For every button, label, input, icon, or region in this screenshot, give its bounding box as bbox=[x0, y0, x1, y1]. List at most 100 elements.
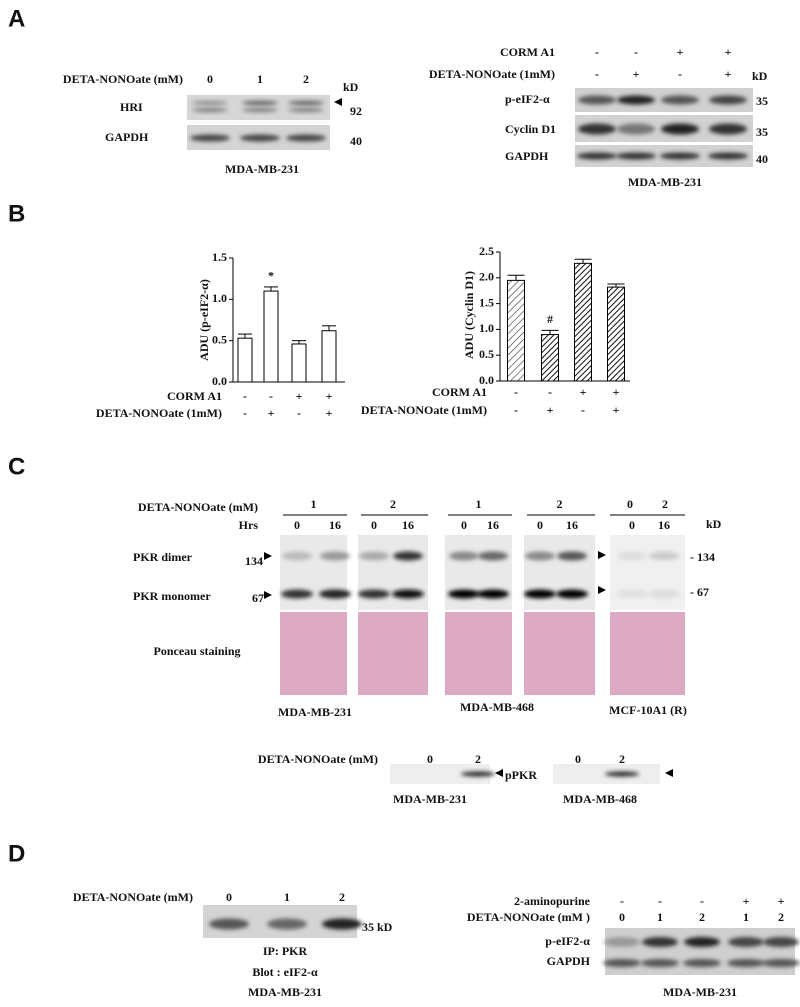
blot bbox=[524, 535, 595, 610]
blot-band bbox=[577, 152, 617, 160]
blot-band bbox=[728, 937, 764, 947]
blot-band bbox=[524, 589, 556, 599]
blot-band bbox=[320, 551, 350, 561]
arrow bbox=[264, 591, 272, 599]
blot-band bbox=[358, 589, 390, 599]
bar bbox=[321, 330, 337, 383]
kd-label: 40 bbox=[350, 134, 362, 148]
blot-band bbox=[617, 95, 655, 105]
treatment-label: DETA-NONOate (mM) bbox=[138, 500, 258, 514]
panel-label: D bbox=[8, 840, 25, 867]
treatment-label: DETA-NONOate (mM) bbox=[63, 72, 183, 86]
dose-label: 1 bbox=[476, 497, 482, 511]
blot-band bbox=[709, 123, 747, 135]
cell-line: MCF-10A1 (R) bbox=[609, 703, 687, 717]
sign: + bbox=[547, 403, 554, 417]
blot bbox=[358, 535, 428, 610]
sign: 1 bbox=[657, 910, 663, 924]
panel-label: C bbox=[8, 453, 25, 480]
y-axis-label: ADU (p-eIF2-α) bbox=[197, 279, 211, 361]
target-label: pPKR bbox=[505, 768, 537, 782]
cell-line: MDA-MB-231 bbox=[248, 985, 322, 999]
kd-label: 67 bbox=[252, 591, 264, 605]
blot-band bbox=[708, 152, 748, 160]
sign: - bbox=[678, 67, 682, 81]
blot-band bbox=[578, 123, 616, 135]
blot-band bbox=[604, 937, 640, 947]
kd-label: 92 bbox=[350, 104, 362, 118]
arrow bbox=[334, 98, 342, 106]
sign: - bbox=[595, 45, 599, 59]
y-tick-label: 0.5 bbox=[479, 347, 494, 361]
error-bar bbox=[322, 325, 336, 331]
bar bbox=[263, 290, 279, 383]
blot-band bbox=[661, 123, 699, 135]
cell-line: MDA-MB-231 bbox=[628, 175, 702, 189]
blot-band bbox=[288, 101, 324, 105]
blot-band bbox=[661, 95, 699, 105]
kd-label: 35 bbox=[756, 125, 768, 139]
arrow bbox=[495, 769, 503, 777]
kd-label: 40 bbox=[756, 152, 768, 166]
sign: - bbox=[514, 385, 518, 399]
sign: - bbox=[634, 45, 638, 59]
blot-band bbox=[192, 101, 228, 105]
blot-band bbox=[461, 771, 495, 777]
dose-label: 2 bbox=[662, 497, 668, 511]
hrs-value: 0 bbox=[537, 518, 543, 532]
blot-band bbox=[649, 551, 679, 561]
sign: - bbox=[243, 389, 247, 403]
error-bar bbox=[607, 283, 625, 288]
blot bbox=[610, 535, 685, 610]
sign: + bbox=[633, 67, 640, 81]
condition-label: CORM A1 bbox=[432, 385, 487, 399]
dose-label: 0 bbox=[427, 752, 433, 766]
row-label: p-eIF2-α bbox=[545, 934, 590, 948]
kd-label: - 134 bbox=[690, 550, 715, 564]
blot-band bbox=[617, 551, 647, 561]
ponceau-stain bbox=[524, 612, 595, 695]
dose-label: 2 bbox=[390, 497, 396, 511]
sign: + bbox=[725, 67, 732, 81]
blot-band bbox=[448, 589, 480, 599]
blot-band bbox=[319, 589, 351, 599]
condition-label: 2-aminopurine bbox=[514, 894, 591, 908]
sign: - bbox=[700, 894, 704, 908]
sign: + bbox=[268, 406, 275, 420]
ip-label: IP: PKR bbox=[263, 944, 308, 958]
sign: - bbox=[548, 385, 552, 399]
ponceau-stain bbox=[358, 612, 428, 695]
blot-band bbox=[449, 551, 479, 561]
error-bar bbox=[507, 274, 525, 281]
row-label: p-eIF2-α bbox=[505, 92, 550, 106]
bar bbox=[541, 334, 559, 382]
error-bar bbox=[238, 333, 252, 339]
ponceau-stain bbox=[610, 612, 685, 695]
row-label: Cyclin D1 bbox=[505, 122, 556, 136]
y-tick-label: 1.0 bbox=[479, 321, 494, 335]
hrs-value: 16 bbox=[329, 518, 341, 532]
cell-line: MDA-MB-231 bbox=[393, 792, 467, 806]
blot-band bbox=[359, 551, 389, 561]
sign: + bbox=[296, 389, 303, 403]
blot-band bbox=[727, 959, 765, 967]
hrs-value: 0 bbox=[461, 518, 467, 532]
y-tick-label: 0.5 bbox=[212, 332, 227, 346]
blot-band bbox=[286, 134, 326, 142]
arrow bbox=[598, 551, 606, 559]
cell-line: MDA-MB-231 bbox=[663, 985, 737, 999]
y-tick-label: 2.0 bbox=[479, 270, 494, 284]
dose-label: 2 bbox=[557, 497, 563, 511]
blot-band bbox=[288, 108, 324, 112]
cell-line: MDA-MB-231 bbox=[278, 705, 352, 719]
ponceau-stain bbox=[445, 612, 512, 695]
blot bbox=[187, 95, 330, 120]
hrs-value: 0 bbox=[294, 518, 300, 532]
blot-band bbox=[616, 152, 656, 160]
blot-band bbox=[642, 937, 678, 947]
y-tick-label: 2.5 bbox=[479, 244, 494, 258]
sign: 0 bbox=[619, 910, 625, 924]
hrs-value: 0 bbox=[629, 518, 635, 532]
hrs-label: Hrs bbox=[239, 518, 259, 532]
